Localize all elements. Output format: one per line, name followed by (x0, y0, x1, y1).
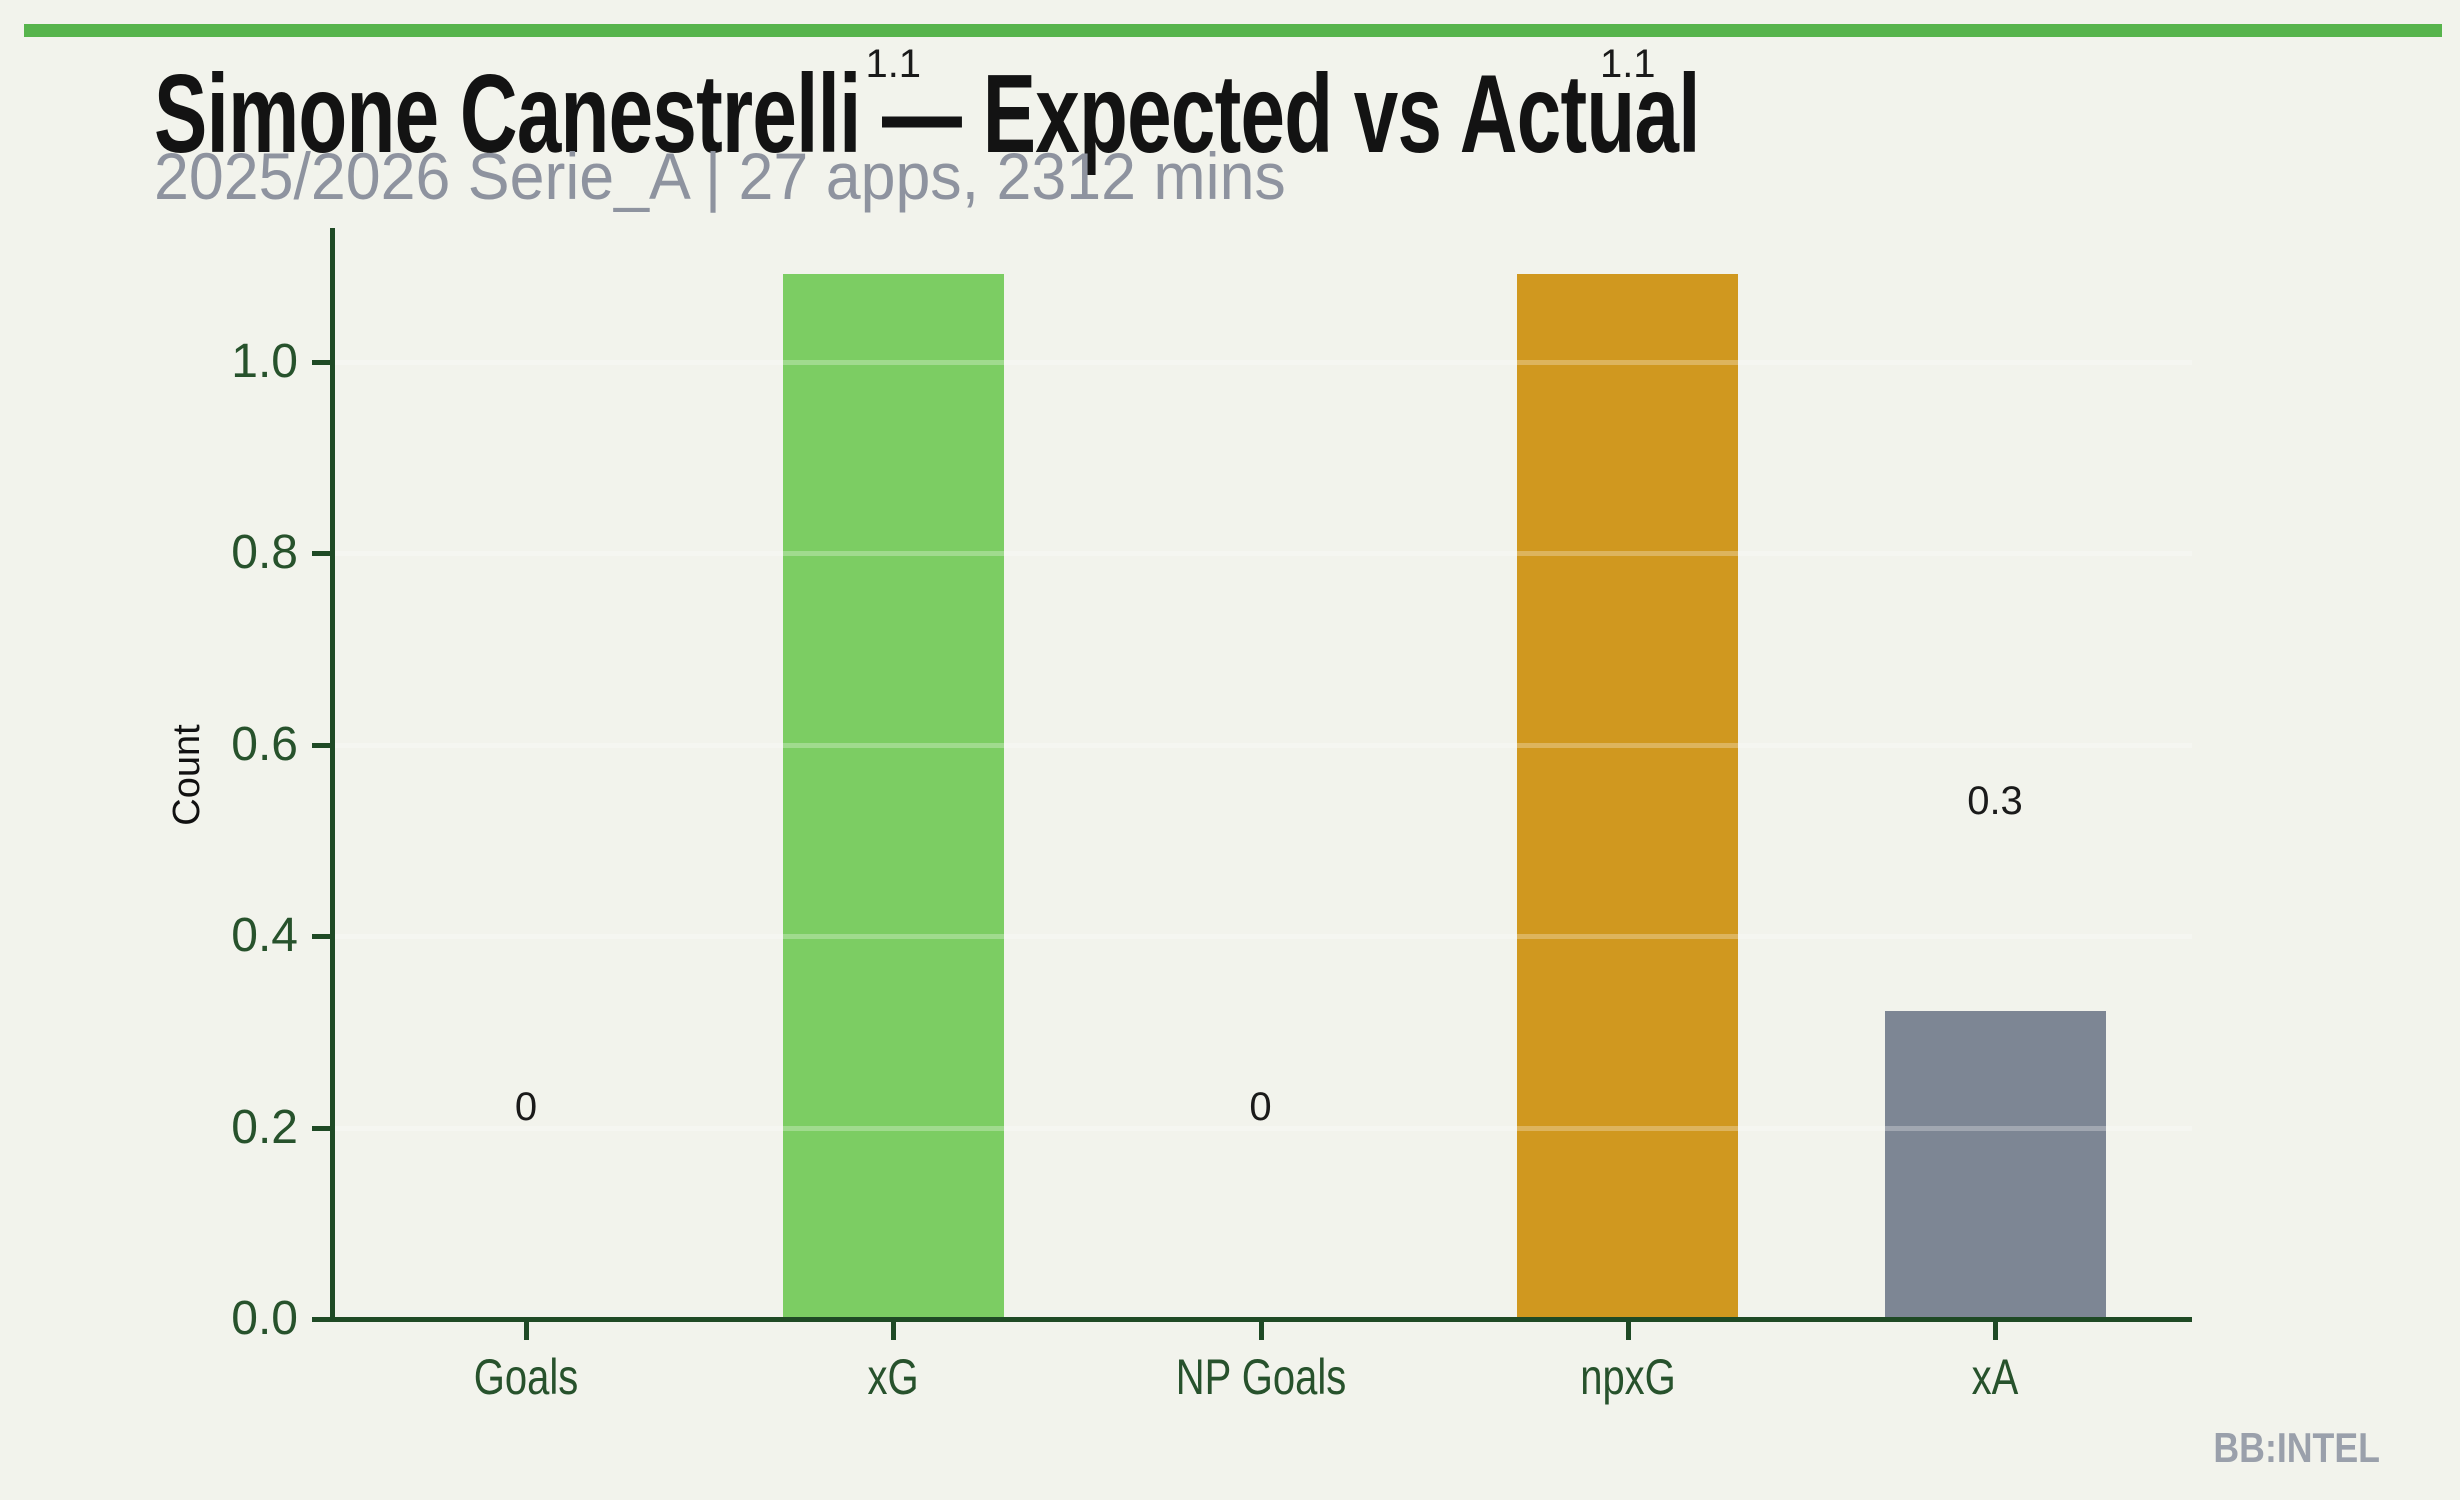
bar-npxg (1517, 274, 1739, 1317)
y-axis-title: Count (166, 724, 208, 826)
chart-subtitle: 2025/2026 Serie_A | 27 apps, 2312 mins (154, 139, 1286, 213)
y-tick-mark (312, 1125, 330, 1131)
y-tick-label: 0.4 (231, 909, 298, 963)
y-tick-mark (312, 742, 330, 748)
watermark-logo: BB:INTEL (2213, 1424, 2380, 1471)
bar-xa (1884, 1011, 2106, 1317)
bar-value-label-goals: 0 (514, 1085, 538, 1129)
y-tick-label: 0.8 (231, 526, 298, 580)
gridline (335, 551, 2192, 557)
x-axis-line (330, 1317, 2192, 1322)
bar-xg (782, 274, 1004, 1317)
y-tick-mark (312, 551, 330, 557)
y-tick-mark (312, 1317, 330, 1322)
x-tick-mark (1625, 1322, 1631, 1340)
bar-value-label-xg: 1.1 (865, 42, 922, 86)
x-category-label-xg: xG (867, 1349, 919, 1405)
gridline (335, 934, 2192, 940)
y-axis-line (330, 228, 335, 1322)
gridline (335, 742, 2192, 748)
x-tick-mark (1993, 1322, 1998, 1340)
bar-value-label-npxg: 1.1 (1599, 42, 1656, 86)
chart-title: Simone Canestrelli — Expected vs Actual (154, 52, 1700, 176)
x-category-label-npxg: npxG (1579, 1349, 1676, 1405)
y-tick-label: 0.2 (231, 1100, 298, 1154)
bar-value-label-np-goals: 0 (1249, 1085, 1272, 1129)
x-tick-mark (891, 1322, 897, 1340)
gridline (335, 1125, 2192, 1131)
top-accent-bar (24, 24, 2442, 37)
bar-value-label-xa: 0.3 (1967, 779, 2023, 823)
gridline (335, 360, 2192, 365)
y-tick-label: 1.0 (231, 335, 298, 388)
y-tick-label: 0.6 (231, 717, 298, 771)
y-tick-mark (312, 934, 330, 940)
x-category-label-goals: Goals (473, 1349, 579, 1405)
y-tick-label: 0.0 (231, 1292, 298, 1345)
x-category-label-np-goals: NP Goals (1175, 1349, 1346, 1405)
x-category-label-xa: xA (1971, 1349, 2019, 1405)
x-tick-mark (1258, 1322, 1264, 1340)
y-tick-mark (312, 360, 330, 365)
x-tick-mark (524, 1322, 529, 1340)
